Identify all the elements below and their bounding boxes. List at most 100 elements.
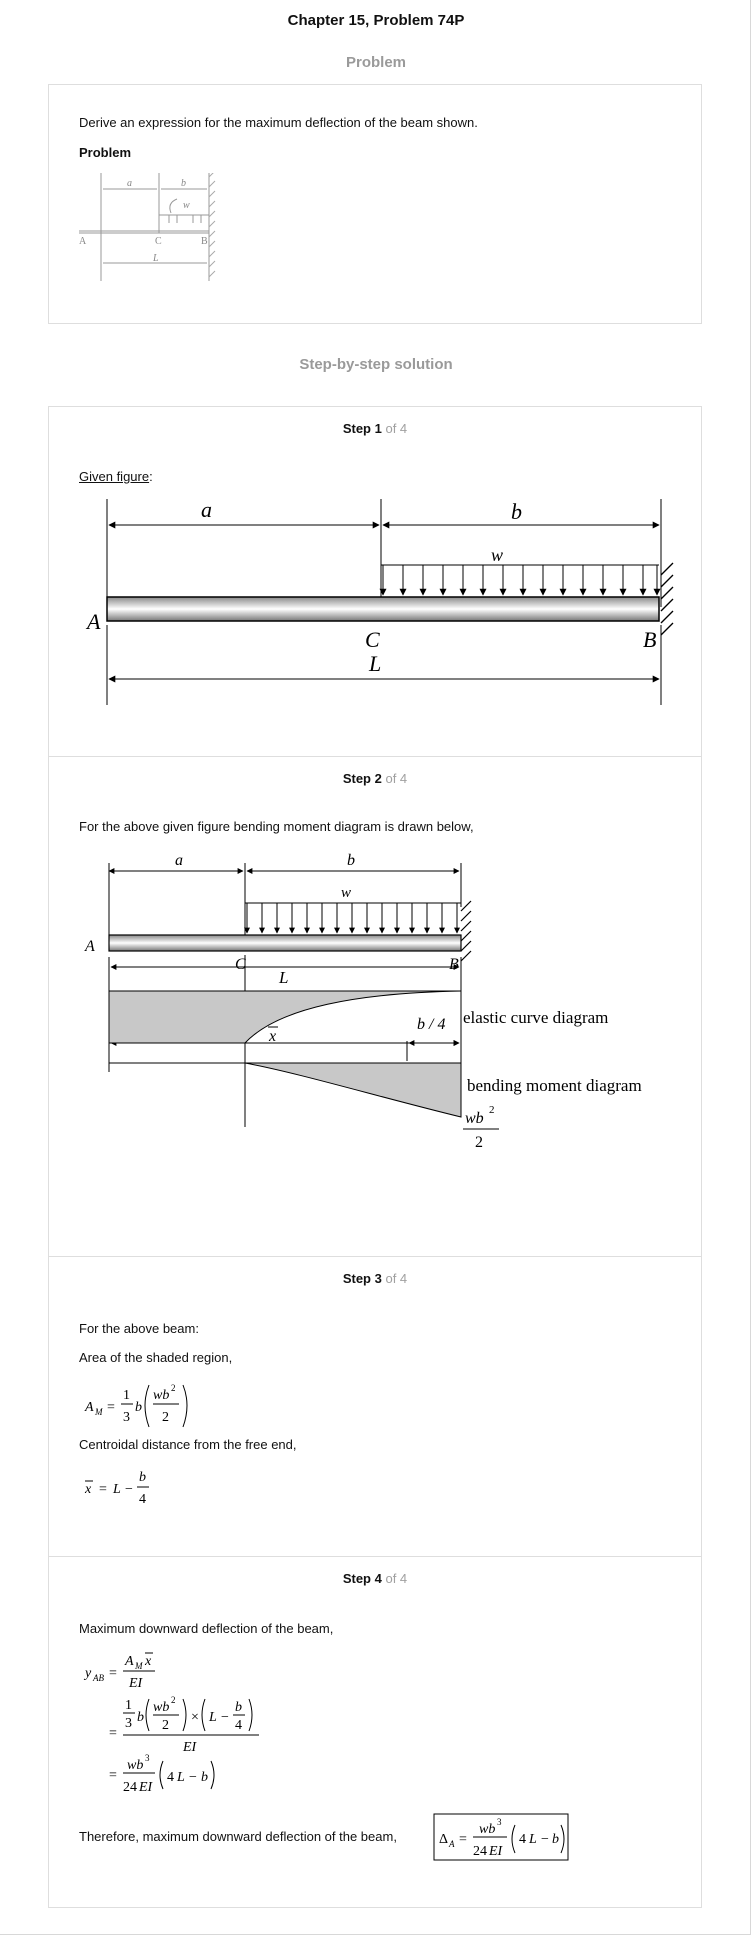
fig2-label-A: A — [84, 938, 95, 955]
bending-moment-figure: a b w A C B L x b / 4 elastic curve diag… — [84, 852, 642, 1151]
svg-text:1: 1 — [123, 1388, 130, 1403]
svg-text:M: M — [134, 1661, 143, 1671]
svg-text:Δ: Δ — [439, 1832, 448, 1847]
svg-text:2: 2 — [171, 1383, 176, 1393]
svg-text:2: 2 — [162, 1718, 169, 1733]
svg-text:3: 3 — [125, 1716, 132, 1731]
step-3-line2: Area of the shaded region, — [79, 1350, 233, 1365]
svg-text:4: 4 — [519, 1832, 526, 1847]
step-2-heading: Step 2 of 4 — [342, 771, 408, 786]
fixed-support-hatch — [660, 562, 674, 636]
svg-text:4: 4 — [139, 1492, 146, 1507]
svg-text:EI: EI — [488, 1844, 504, 1859]
label-a: a — [201, 497, 212, 522]
problem-card: Derive an expression for the maximum def… — [48, 84, 702, 324]
svg-text:b: b — [137, 1710, 144, 1725]
problem-label: Problem — [79, 145, 132, 160]
label-b: b — [511, 499, 522, 524]
svg-text:wb: wb — [153, 1700, 169, 1715]
step-4-line2: Therefore, maximum downward deflection o… — [79, 1829, 397, 1844]
svg-text:2: 2 — [171, 1695, 176, 1705]
svg-text:b: b — [235, 1700, 242, 1715]
svg-text:=: = — [99, 1482, 107, 1497]
elastic-curve-shaded — [108, 990, 462, 1044]
svg-text:2: 2 — [475, 1134, 483, 1151]
label-L: L — [368, 651, 381, 676]
svg-text:1: 1 — [125, 1698, 132, 1713]
step-3: Step 3 of 4 For the above beam: Area of … — [48, 1256, 702, 1558]
problem-thumbnail-figure: a b w A C B L — [79, 173, 216, 281]
fig2-label-a: a — [175, 852, 183, 869]
label-A: A — [85, 609, 101, 634]
svg-text:2: 2 — [162, 1410, 169, 1425]
step-2: Step 2 of 4 For the above given figure b… — [48, 756, 702, 1258]
svg-text:EI: EI — [138, 1780, 154, 1795]
svg-text:x: x — [144, 1654, 152, 1669]
svg-text:=: = — [109, 1768, 117, 1783]
svg-text:3: 3 — [497, 1817, 502, 1827]
svg-text:×: × — [191, 1710, 199, 1725]
fig2-label-xbar: x — [268, 1028, 276, 1045]
svg-text:wb: wb — [153, 1388, 169, 1403]
thumb-label-A: A — [79, 236, 87, 247]
svg-text:wb: wb — [127, 1758, 143, 1773]
fig2-label-w: w — [341, 885, 351, 901]
svg-text:=: = — [107, 1400, 115, 1415]
svg-text:3: 3 — [145, 1753, 150, 1763]
chapter-title: Chapter 15, Problem 74P — [287, 12, 465, 29]
thumb-label-a: a — [127, 178, 132, 189]
final-answer-box: Δ A = wb 3 24 EI 4 L − b — [433, 1813, 569, 1861]
svg-text:4: 4 — [235, 1718, 242, 1733]
given-figure-caption: Given figure: — [79, 469, 153, 484]
svg-text:24: 24 — [473, 1844, 487, 1859]
area-equation: A M = 1 3 b wb 2 2 — [84, 1383, 188, 1428]
fig2-label-b4: b / 4 — [417, 1016, 445, 1033]
svg-text:EI: EI — [128, 1676, 144, 1691]
svg-text:b: b — [552, 1832, 559, 1847]
step-4: Step 4 of 4 Maximum downward deflection … — [48, 1556, 702, 1908]
problem-heading: Problem — [345, 54, 406, 71]
svg-text:4: 4 — [167, 1770, 174, 1785]
svg-text:b: b — [135, 1400, 142, 1415]
thumb-label-B: B — [201, 236, 208, 247]
svg-text:M: M — [94, 1407, 103, 1417]
thumb-label-C: C — [155, 236, 162, 247]
svg-text:−: − — [221, 1710, 229, 1725]
svg-text:L: L — [528, 1832, 537, 1847]
svg-text:A: A — [84, 1400, 94, 1415]
step-1: Step 1 of 4 Given figure: — [48, 406, 702, 756]
thumb-label-w: w — [183, 200, 190, 211]
svg-text:A: A — [124, 1654, 134, 1669]
deflection-derivation: y AB = A M x EI = 1 3 b wb 2 2 × L − b — [83, 1652, 259, 1795]
step-3-line1: For the above beam: — [79, 1321, 199, 1336]
step-1-heading: Step 1 of 4 — [342, 421, 408, 436]
label-B: B — [643, 627, 656, 652]
svg-text:wb: wb — [479, 1822, 495, 1837]
step-3-line3: Centroidal distance from the free end, — [79, 1437, 297, 1452]
svg-text:b: b — [201, 1770, 208, 1785]
elastic-curve-label: elastic curve diagram — [463, 1008, 608, 1027]
svg-text:=: = — [459, 1832, 467, 1847]
fig2-label-C: C — [235, 956, 246, 973]
fig2-label-B: B — [449, 956, 459, 973]
svg-text:AB: AB — [92, 1673, 104, 1683]
svg-text:2: 2 — [489, 1104, 495, 1116]
fig2-label-L: L — [278, 968, 288, 987]
svg-text:x: x — [84, 1482, 92, 1497]
svg-text:y: y — [83, 1666, 92, 1681]
svg-text:EI: EI — [182, 1740, 198, 1755]
thumb-label-L: L — [152, 253, 159, 264]
svg-text:L: L — [112, 1482, 121, 1497]
svg-text:A: A — [448, 1839, 455, 1849]
svg-text:24: 24 — [123, 1780, 137, 1795]
step-4-heading: Step 4 of 4 — [342, 1571, 408, 1586]
distributed-load-arrows — [379, 565, 661, 596]
bending-moment-shaded — [244, 1062, 462, 1118]
svg-text:=: = — [109, 1666, 117, 1681]
svg-text:−: − — [125, 1482, 133, 1497]
label-w: w — [491, 545, 503, 565]
moment-max-label: wb 2 2 — [463, 1104, 499, 1151]
given-beam-figure: a b w A C B L — [85, 497, 674, 705]
svg-text:b: b — [139, 1470, 146, 1485]
step-3-heading: Step 3 of 4 — [342, 1271, 408, 1286]
